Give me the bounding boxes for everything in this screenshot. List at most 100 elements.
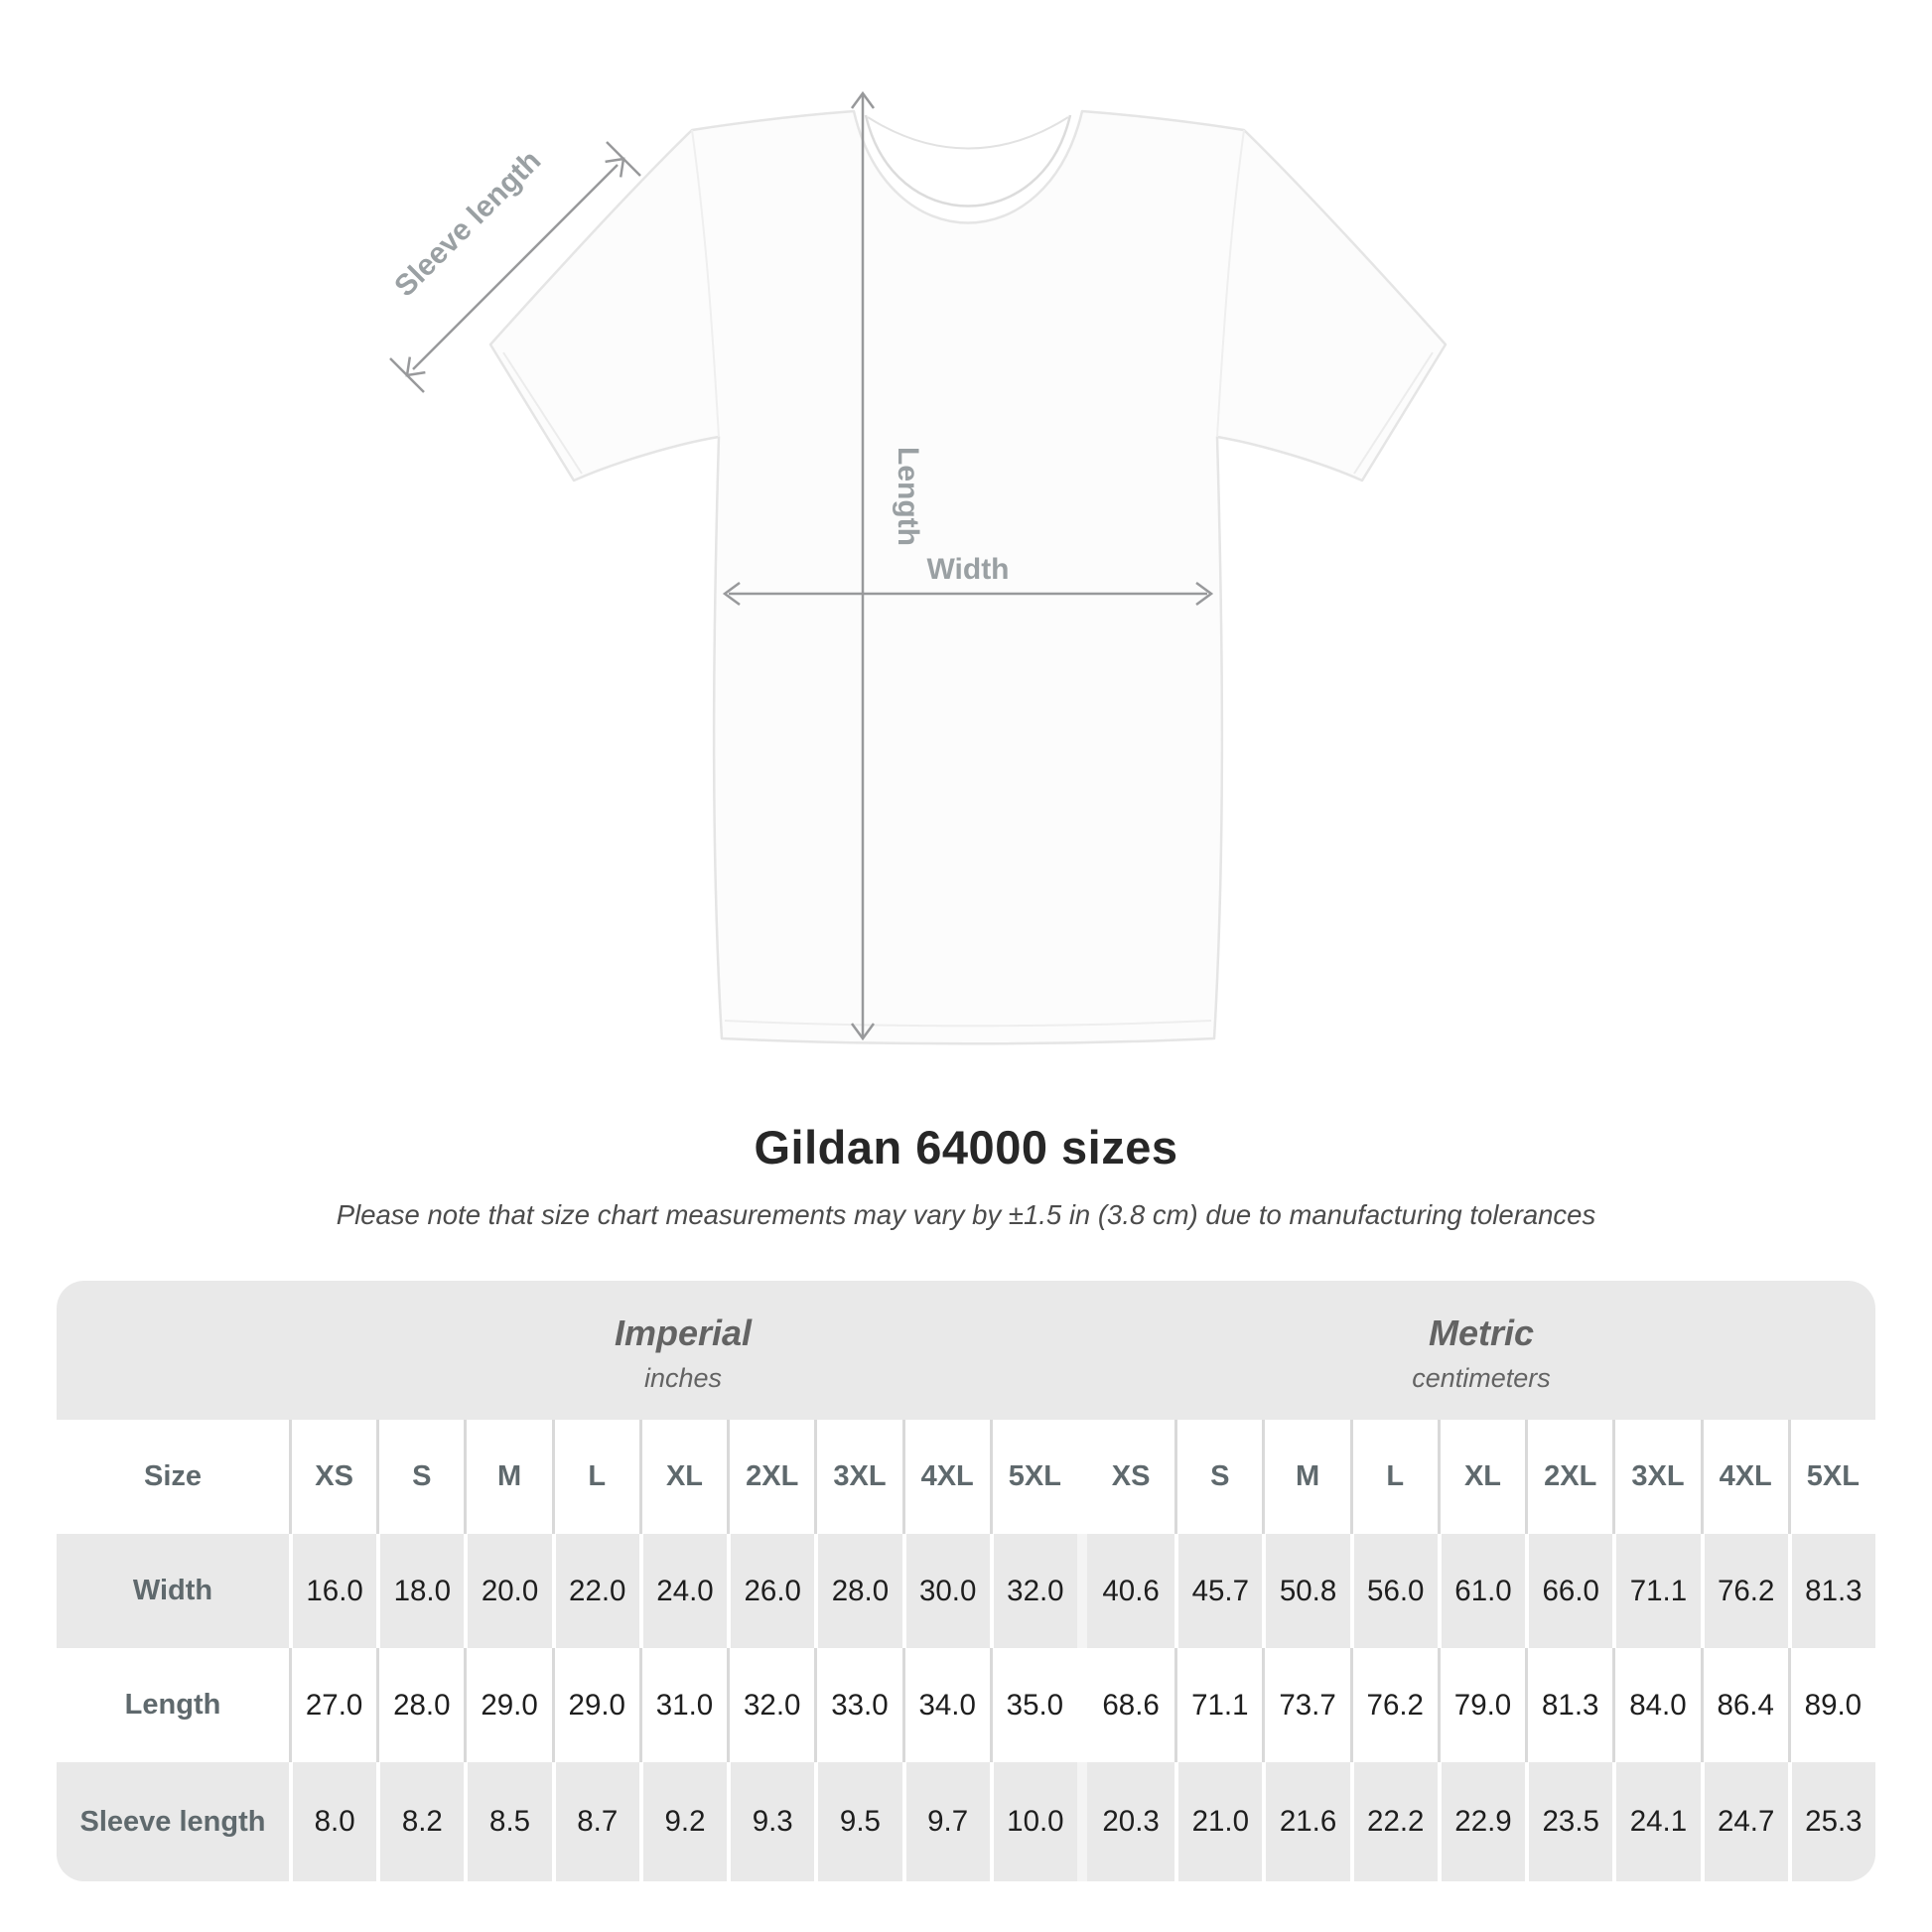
table-cell: 8.5 — [464, 1762, 552, 1881]
unit-header-row: Imperial inches Metric centimeters — [57, 1281, 1875, 1420]
group-divider — [1076, 1534, 1087, 1648]
table-cell: 56.0 — [1349, 1534, 1438, 1648]
table-cell: 28.0 — [814, 1534, 902, 1648]
table-cell: 22.0 — [551, 1534, 639, 1648]
imperial-group-header: Imperial inches — [289, 1281, 1077, 1420]
measurement-row: Length 27.0 28.0 29.0 29.0 31.0 32.0 33.0 34.0 35… — [57, 1648, 1875, 1762]
table-cell: 45.7 — [1174, 1534, 1263, 1648]
right-cuff-seam — [1353, 351, 1434, 475]
table-cell: 26.0 — [727, 1534, 815, 1648]
table-cell: 23.5 — [1525, 1762, 1613, 1881]
table-cell: 33.0 — [814, 1648, 902, 1762]
imperial-label: Imperial — [614, 1312, 753, 1353]
metric-label: Metric — [1428, 1312, 1535, 1353]
sleeve-length-label: Sleeve length — [388, 144, 547, 303]
size-column-header: 5XL — [1787, 1420, 1875, 1534]
collar — [864, 114, 1072, 207]
table-cell: 89.0 — [1787, 1648, 1875, 1762]
measurement-row: Sleeve length 8.0 8.2 8.5 8.7 9.2 9.3 9.5 9.7 10.… — [57, 1762, 1875, 1881]
page-subtitle: Please note that size chart measurements… — [336, 1199, 1596, 1230]
metric-unit: centimeters — [1412, 1363, 1551, 1393]
table-cell: 21.6 — [1262, 1762, 1350, 1881]
imperial-unit: inches — [643, 1363, 723, 1393]
size-column-header: S — [1174, 1420, 1263, 1534]
table-cell: 25.3 — [1787, 1762, 1875, 1881]
left-cuff-seam — [502, 351, 583, 475]
size-column-header: 2XL — [1525, 1420, 1613, 1534]
table-cell: 35.0 — [989, 1648, 1077, 1762]
table-cell: 8.0 — [289, 1762, 377, 1881]
table-cell: 32.0 — [727, 1648, 815, 1762]
table-cell: 9.5 — [814, 1762, 902, 1881]
length-arrow — [850, 90, 876, 1041]
table-cell: 9.2 — [638, 1762, 728, 1881]
table-cell: 10.0 — [989, 1762, 1077, 1881]
sleeve-length-arrow — [389, 141, 641, 393]
corner-cell — [57, 1281, 289, 1420]
table-cell: 79.0 — [1437, 1648, 1526, 1762]
length-label: Length — [892, 447, 924, 546]
table-cell: 71.1 — [1174, 1648, 1263, 1762]
table-cell: 9.7 — [901, 1762, 990, 1881]
measurement-row: Width 16.0 18.0 20.0 22.0 24.0 26.0 28.0 30.0 32.… — [57, 1534, 1875, 1648]
group-divider — [1076, 1648, 1087, 1762]
table-cell: 32.0 — [989, 1534, 1077, 1648]
row-label: Length — [57, 1648, 289, 1762]
table-cell: 71.1 — [1612, 1534, 1701, 1648]
table-cell: 9.3 — [727, 1762, 815, 1881]
table-cell: 24.1 — [1612, 1762, 1701, 1881]
size-column-header: 4XL — [901, 1420, 990, 1534]
table-cell: 22.2 — [1349, 1762, 1438, 1881]
table-cell: 81.3 — [1787, 1534, 1875, 1648]
table-cell: 16.0 — [289, 1534, 377, 1648]
size-header-row: Size XS S M L XL 2XL 3XL 4XL 5XL XS S M L XL 2XL 3XL 4XL 5… — [57, 1420, 1875, 1534]
table-cell: 24.0 — [638, 1534, 728, 1648]
size-column-header: M — [464, 1420, 552, 1534]
table-cell: 22.9 — [1437, 1762, 1526, 1881]
page-title: Gildan 64000 sizes — [754, 1121, 1178, 1173]
table-cell: 18.0 — [376, 1534, 465, 1648]
size-table-card: Imperial inches Metric centimeters Size X… — [57, 1281, 1875, 1881]
right-sleeve-seam — [1216, 129, 1245, 438]
table-cell: 20.0 — [464, 1534, 552, 1648]
size-column-header: XL — [638, 1420, 728, 1534]
table-cell: 34.0 — [901, 1648, 990, 1762]
table-cell: 76.2 — [1349, 1648, 1438, 1762]
table-cell: 29.0 — [551, 1648, 639, 1762]
size-column-header: 3XL — [814, 1420, 902, 1534]
size-column-header: XS — [1086, 1420, 1175, 1534]
size-column-header: S — [376, 1420, 465, 1534]
row-label: Width — [57, 1534, 289, 1648]
group-divider — [1076, 1420, 1087, 1534]
size-column-header: XS — [289, 1420, 377, 1534]
table-cell: 30.0 — [901, 1534, 990, 1648]
group-divider — [1076, 1762, 1087, 1881]
table-cell: 21.0 — [1174, 1762, 1263, 1881]
left-sleeve-seam — [691, 129, 720, 438]
table-cell: 8.2 — [376, 1762, 465, 1881]
table-cell: 27.0 — [289, 1648, 377, 1762]
table-cell: 68.6 — [1086, 1648, 1175, 1762]
table-cell: 28.0 — [376, 1648, 465, 1762]
size-column-header: 2XL — [727, 1420, 815, 1534]
table-cell: 50.8 — [1262, 1534, 1350, 1648]
table-cell: 31.0 — [638, 1648, 728, 1762]
metric-group-header: Metric centimeters — [1087, 1281, 1875, 1420]
collar-back — [867, 116, 1069, 150]
size-table-body: Size XS S M L XL 2XL 3XL 4XL 5XL XS S M L XL 2XL 3XL 4XL 5… — [57, 1420, 1875, 1881]
table-cell: 24.7 — [1700, 1762, 1788, 1881]
tshirt-diagram-svg: Sleeve length Length Width — [388, 90, 1448, 1045]
table-cell: 61.0 — [1437, 1534, 1526, 1648]
size-column-header: M — [1262, 1420, 1350, 1534]
table-cell: 84.0 — [1612, 1648, 1701, 1762]
table-cell: 8.7 — [551, 1762, 639, 1881]
table-cell: 73.7 — [1262, 1648, 1350, 1762]
size-column-header: 5XL — [989, 1420, 1077, 1534]
row-label: Size — [57, 1420, 289, 1534]
width-arrow — [722, 581, 1214, 607]
size-column-header: 4XL — [1700, 1420, 1788, 1534]
table-cell: 40.6 — [1086, 1534, 1175, 1648]
table-cell: 81.3 — [1525, 1648, 1613, 1762]
width-label: Width — [926, 553, 1009, 586]
table-cell: 66.0 — [1525, 1534, 1613, 1648]
